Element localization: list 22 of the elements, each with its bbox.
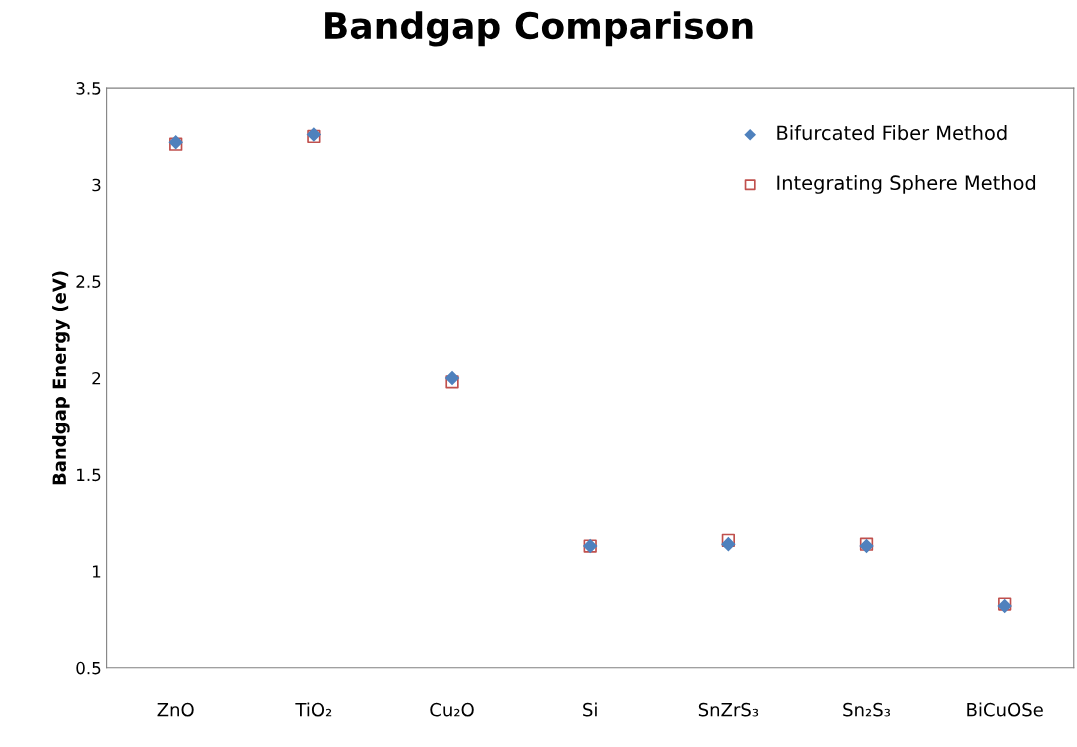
x-tick-label: ZnO <box>157 702 194 717</box>
point <box>721 536 736 552</box>
y-tick-label: 1.5 <box>77 468 101 482</box>
x-tick-label: SnZrS₃ <box>698 702 759 717</box>
chart-title: Bandgap Comparison <box>325 11 753 47</box>
y-tick-label: 1 <box>92 565 101 578</box>
x-tick-label: Sn₂S₃ <box>843 702 891 717</box>
legend-label: Integrating Sphere Method <box>777 175 1036 194</box>
y-tick-label: 2.5 <box>76 275 101 288</box>
y-axis-title: Bandgap Energy (eV) <box>52 271 70 485</box>
y-tick-label: 0.5 <box>76 661 101 675</box>
y-tick-label: 3 <box>92 178 101 192</box>
x-tick-label: TiO₂ <box>295 702 332 717</box>
y-tick-label: 3.5 <box>76 82 101 95</box>
point <box>721 533 736 547</box>
x-tick-label: Si <box>583 702 597 717</box>
point <box>445 375 459 389</box>
point <box>444 370 460 386</box>
y-tick-label: 2 <box>92 371 101 385</box>
x-tick-label: BiCuOSe <box>967 702 1043 717</box>
x-tick-label: Cu₂O <box>430 702 474 717</box>
legend-label: Bifurcated Fiber Method <box>777 125 1007 141</box>
